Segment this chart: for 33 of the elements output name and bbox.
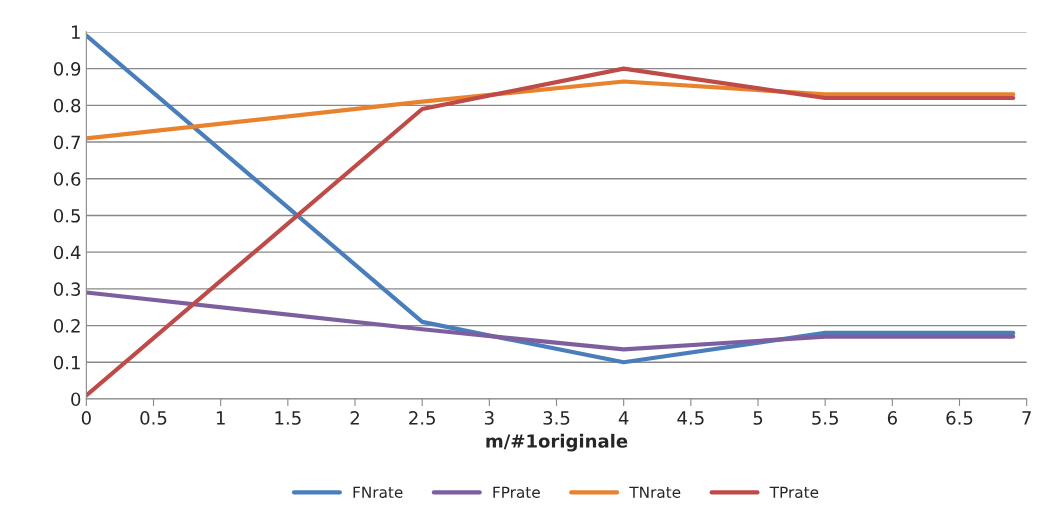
y-tick-label: 0.5 xyxy=(53,208,80,223)
y-tick-label: 1 xyxy=(71,25,80,39)
legend-label: FNrate xyxy=(353,486,403,498)
y-tick-label: 0.9 xyxy=(53,62,81,76)
x-tick-label: 2 xyxy=(350,411,359,425)
y-tick-label: 0.1 xyxy=(53,355,80,370)
y-tick-label: 0 xyxy=(71,392,81,407)
x-tick-label: 6.5 xyxy=(946,411,973,425)
x-tick-label: 6 xyxy=(887,411,897,425)
x-tick-label: 5.5 xyxy=(812,411,838,425)
line-series xyxy=(86,66,1016,398)
y-tick-label: 0.6 xyxy=(53,172,81,186)
x-tick-label: 3 xyxy=(484,411,494,425)
y-tick-label: 0.4 xyxy=(53,245,81,260)
legend-label: FPrate xyxy=(493,486,540,498)
x-tick-label: 0.5 xyxy=(140,411,167,425)
legend-label: TPrate xyxy=(769,486,819,498)
x-axis-title: m/#1originale xyxy=(486,433,628,452)
legend-label: TNrate xyxy=(629,486,681,498)
x-tick-label: 3.5 xyxy=(543,411,570,425)
x-tick-label: 1 xyxy=(216,411,225,425)
x-tick-label: 4.5 xyxy=(677,411,704,425)
x-tick-label: 5 xyxy=(753,411,763,425)
x-tick-label: 1.5 xyxy=(275,411,301,425)
x-tick-label: 7 xyxy=(1022,411,1031,425)
line-series xyxy=(86,290,1016,352)
x-tick-label: 4 xyxy=(618,411,629,425)
y-tick-label: 0.2 xyxy=(53,319,80,333)
y-tick-label: 0.3 xyxy=(53,282,81,296)
y-tick-label: 0.8 xyxy=(53,98,81,113)
x-tick-label: 2.5 xyxy=(409,411,435,425)
x-tick-label: 0 xyxy=(81,411,91,425)
y-tick-label: 0.7 xyxy=(53,135,80,150)
